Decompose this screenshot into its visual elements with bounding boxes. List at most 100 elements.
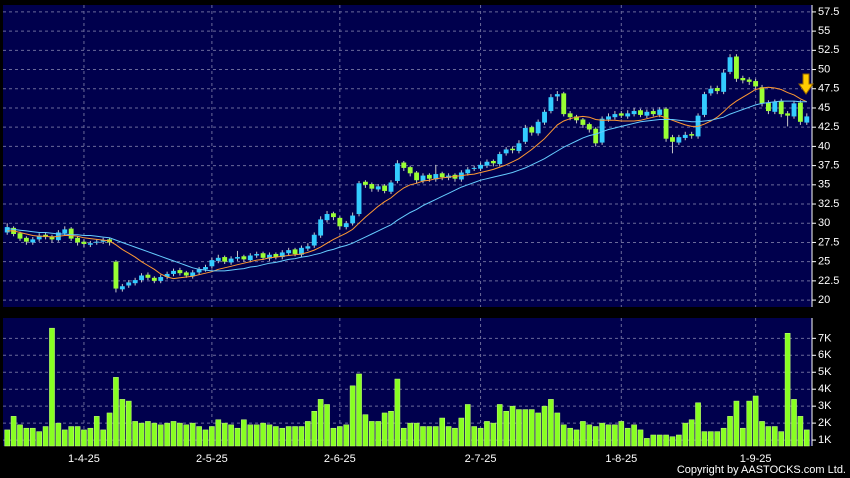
- candle-body: [516, 143, 522, 152]
- y-tick-label: 35: [818, 179, 830, 191]
- volume-bar: [273, 426, 279, 447]
- volume-bar: [87, 427, 94, 447]
- volume-bar: [484, 421, 490, 447]
- candle-body: [433, 174, 439, 180]
- y-tick-label: 25: [818, 256, 830, 268]
- candle-body: [369, 184, 375, 189]
- volume-bar: [612, 424, 618, 447]
- candle-body: [759, 87, 765, 104]
- candle-body: [561, 93, 567, 115]
- volume-bar: [797, 416, 804, 447]
- candle-body: [158, 277, 164, 281]
- y-tick-label: 50: [818, 63, 830, 75]
- candle-body: [209, 260, 215, 267]
- volume-bar: [145, 421, 151, 447]
- volume-bar: [157, 424, 164, 447]
- volume-bar: [592, 426, 599, 447]
- candle-body: [791, 103, 797, 117]
- volume-bar: [234, 427, 241, 447]
- volume-bar: [317, 399, 324, 447]
- candle-body: [529, 127, 535, 133]
- volume-bar: [337, 426, 343, 447]
- candle-body: [247, 255, 253, 261]
- candle-body: [682, 134, 688, 138]
- candle-body: [401, 162, 407, 168]
- candle-body: [145, 274, 151, 278]
- grid: [3, 5, 812, 446]
- candle-body: [618, 113, 624, 116]
- volume-bar: [714, 431, 721, 447]
- candle-body: [746, 79, 752, 82]
- volume-bar: [580, 421, 586, 447]
- plot-area: [3, 5, 812, 307]
- volume-bar: [260, 422, 266, 447]
- candle-body: [522, 127, 528, 142]
- volume-bar: [407, 422, 414, 447]
- volume-bar: [202, 429, 209, 447]
- volume-bar: [554, 412, 561, 447]
- y-tick-label: 22.5: [818, 275, 839, 287]
- volume-bar: [490, 422, 497, 447]
- candle-body: [68, 228, 74, 239]
- candle-body: [420, 175, 426, 181]
- volume-bar: [394, 378, 401, 447]
- volume-bar: [183, 424, 190, 447]
- volume-bar: [74, 426, 81, 447]
- volume-bar: [247, 424, 254, 447]
- candle-body: [388, 182, 394, 192]
- y-tick-label: 2K: [818, 417, 832, 429]
- candle-body: [606, 116, 611, 120]
- candle-body: [23, 237, 29, 242]
- candle-body: [689, 134, 695, 136]
- volume-bar: [241, 419, 247, 447]
- volume-bar: [541, 405, 548, 447]
- volume-bar: [164, 422, 170, 447]
- volume-bar: [356, 373, 362, 447]
- volume-bar: [311, 410, 318, 447]
- marks: [4, 54, 810, 447]
- volume-bar: [36, 431, 42, 447]
- volume-bar: [196, 426, 202, 447]
- x-tick-label: 1-4-25: [68, 453, 100, 465]
- volume-bar: [631, 424, 637, 447]
- volume-bar: [676, 434, 682, 447]
- volume-bar: [106, 412, 113, 447]
- y-tick-label: 57.5: [818, 6, 839, 18]
- y-tick-label: 27.5: [818, 236, 839, 248]
- candle-body: [535, 121, 541, 134]
- volume-bar: [535, 412, 541, 447]
- volume-bar: [516, 409, 522, 447]
- volume-bar: [221, 422, 228, 447]
- candle-body: [164, 273, 170, 278]
- volume-bar: [772, 426, 778, 447]
- candle-body: [196, 269, 202, 273]
- candle-body: [554, 94, 560, 97]
- candle-body: [497, 154, 503, 165]
- volume-bar: [49, 327, 55, 447]
- candle-body: [36, 235, 42, 240]
- volume-bar: [426, 426, 433, 447]
- candle-body: [612, 114, 618, 118]
- candle-body: [580, 119, 586, 125]
- candle-body: [721, 72, 727, 92]
- volume-bar: [605, 424, 612, 447]
- volume-bar: [119, 399, 126, 447]
- candle-body: [356, 183, 362, 215]
- volume-bar: [803, 429, 810, 447]
- volume-bar: [292, 426, 298, 447]
- candle-body: [190, 272, 196, 277]
- volume-bar: [733, 400, 740, 447]
- labels: 20 22.5 25 27.5 30 32.5 35 37.5 40 42.5 45 47.5 50 52…: [68, 5, 839, 465]
- candle-body: [490, 160, 496, 164]
- volume-bar: [29, 427, 36, 447]
- candle-body: [215, 257, 221, 261]
- volume-bar: [548, 399, 554, 447]
- y-tick-label: 55: [818, 25, 830, 37]
- candle-body: [574, 116, 579, 121]
- volume-bar: [10, 416, 17, 447]
- candle-body: [350, 215, 356, 224]
- volume-bar: [522, 409, 529, 447]
- candle-body: [734, 56, 739, 79]
- y-tick-label: 30: [818, 217, 830, 229]
